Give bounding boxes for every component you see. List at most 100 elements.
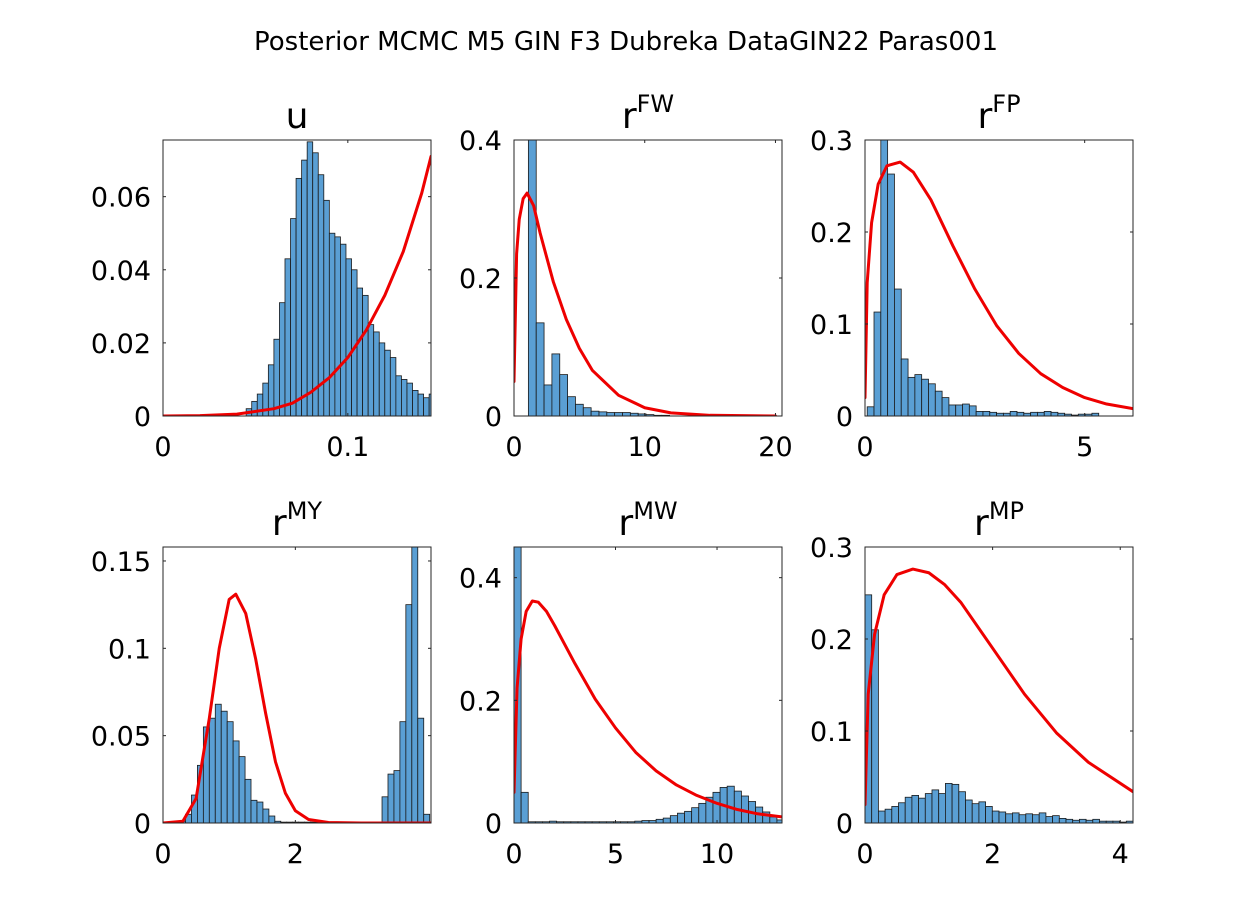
histogram-bar — [1058, 818, 1067, 823]
histogram-bar — [918, 797, 926, 823]
y-tick-label: 0 — [836, 402, 853, 433]
histogram-bar — [684, 810, 693, 823]
histogram-bar — [535, 322, 545, 416]
x-tick-label: 10 — [628, 432, 662, 463]
histogram-bar — [698, 802, 707, 823]
subplot-title-base: r — [977, 96, 992, 137]
histogram-bar — [1037, 411, 1045, 416]
histogram-bar — [323, 199, 330, 416]
histogram-bar — [317, 174, 325, 416]
histogram-bar — [712, 791, 721, 823]
histogram-bar — [399, 721, 407, 823]
subplot-title: rFW — [622, 90, 674, 137]
histogram-bar — [440, 401, 446, 416]
histogram-bar — [428, 393, 431, 416]
subplot-5: 0 5 10 0 0.2 0.4 rMW — [459, 497, 783, 870]
subplot-title-base: r — [974, 503, 989, 544]
x-tick-label: 0 — [856, 432, 873, 463]
histogram-bar — [921, 378, 929, 416]
y-tick-label: 0.1 — [108, 634, 151, 665]
histogram-bar — [669, 815, 678, 823]
histogram-bar — [962, 403, 970, 416]
histogram-bar — [924, 793, 933, 823]
histogram-bar — [677, 812, 685, 823]
histogram-bar — [958, 791, 966, 823]
subplot-title-base: u — [286, 96, 309, 137]
histogram-bar — [367, 324, 375, 416]
histogram-bar — [1092, 818, 1100, 823]
histogram-bar — [1050, 411, 1059, 416]
subplot-title-superscript: FP — [992, 90, 1020, 118]
histogram-bar — [894, 288, 902, 416]
histogram-bar — [726, 785, 735, 823]
histogram-bar — [406, 382, 413, 416]
histogram-bar — [968, 405, 977, 416]
y-tick-label: 0 — [485, 809, 502, 840]
prior-curve — [865, 160, 1133, 411]
subplot-title: u — [286, 96, 309, 137]
histogram — [179, 547, 431, 823]
histogram-bar — [878, 810, 886, 823]
histogram-bar — [1016, 411, 1025, 416]
y-tick-label: 0.3 — [810, 126, 853, 157]
histogram-bar — [387, 773, 395, 823]
histogram-bar — [733, 790, 742, 823]
histogram-bar — [606, 412, 616, 416]
y-tick-label: 0.1 — [810, 717, 853, 748]
y-tick-label: 0 — [134, 809, 151, 840]
histogram-bar — [389, 357, 397, 416]
histogram-bar — [880, 140, 889, 416]
x-tick-label: 4 — [1112, 839, 1129, 870]
histogram-bar — [887, 173, 895, 416]
y-tick-label: 0.2 — [810, 625, 853, 656]
histogram-bar — [928, 383, 936, 416]
subplot-title-base: r — [272, 503, 287, 544]
histogram-bar — [691, 807, 700, 823]
histogram-bar — [423, 813, 431, 823]
histogram-bar — [301, 159, 308, 416]
histogram-bar — [312, 152, 319, 416]
axes-box — [162, 139, 432, 417]
histogram — [245, 141, 457, 416]
histogram-bar — [527, 140, 537, 416]
subplot-title-superscript: FW — [637, 90, 675, 118]
histogram-bar — [769, 816, 778, 823]
histogram-bar — [401, 379, 408, 416]
subplot-6: 0 2 4 0 0.1 0.2 0.3 rMP — [810, 497, 1134, 870]
subplot-title: rMY — [272, 497, 323, 544]
y-tick-label: 0.2 — [459, 686, 502, 717]
histogram-bar — [1043, 410, 1052, 416]
x-tick-label: 2 — [287, 839, 304, 870]
histogram-bar — [451, 409, 457, 416]
histogram-bar — [226, 721, 234, 823]
histogram-bar — [1052, 815, 1060, 823]
histogram-bar — [405, 604, 413, 823]
subplot-3: 0 5 0 0.1 0.2 0.3 rFP — [810, 90, 1134, 463]
prior-curve — [514, 599, 782, 819]
histogram-bar — [1079, 818, 1087, 823]
axes-box — [864, 546, 1134, 824]
histogram — [514, 547, 782, 823]
histogram-bar — [900, 358, 909, 416]
x-tick-label: 0 — [856, 839, 873, 870]
histogram-bar — [1032, 814, 1040, 823]
histogram-bar — [306, 141, 314, 416]
subplot-title: rMW — [618, 497, 677, 544]
histogram-bar — [238, 756, 246, 823]
subplot-4: 0 2 0 0.05 0.1 0.15 rMY — [91, 497, 432, 870]
subplot-title-superscript: MP — [989, 497, 1024, 525]
histogram-bar — [256, 393, 264, 416]
y-tick-label: 0.2 — [810, 218, 853, 249]
subplot-title-superscript: MY — [287, 497, 323, 525]
histogram-bar — [290, 218, 297, 416]
histogram-bar — [250, 799, 258, 823]
histogram-bar — [978, 801, 987, 823]
histogram-bar — [948, 404, 957, 416]
histogram-bar — [931, 789, 940, 823]
histogram — [865, 594, 1133, 823]
histogram-bar — [244, 778, 252, 823]
subplot-title-base: r — [618, 503, 633, 544]
y-tick-label: 0.4 — [459, 126, 502, 157]
histogram-bar — [520, 791, 529, 823]
